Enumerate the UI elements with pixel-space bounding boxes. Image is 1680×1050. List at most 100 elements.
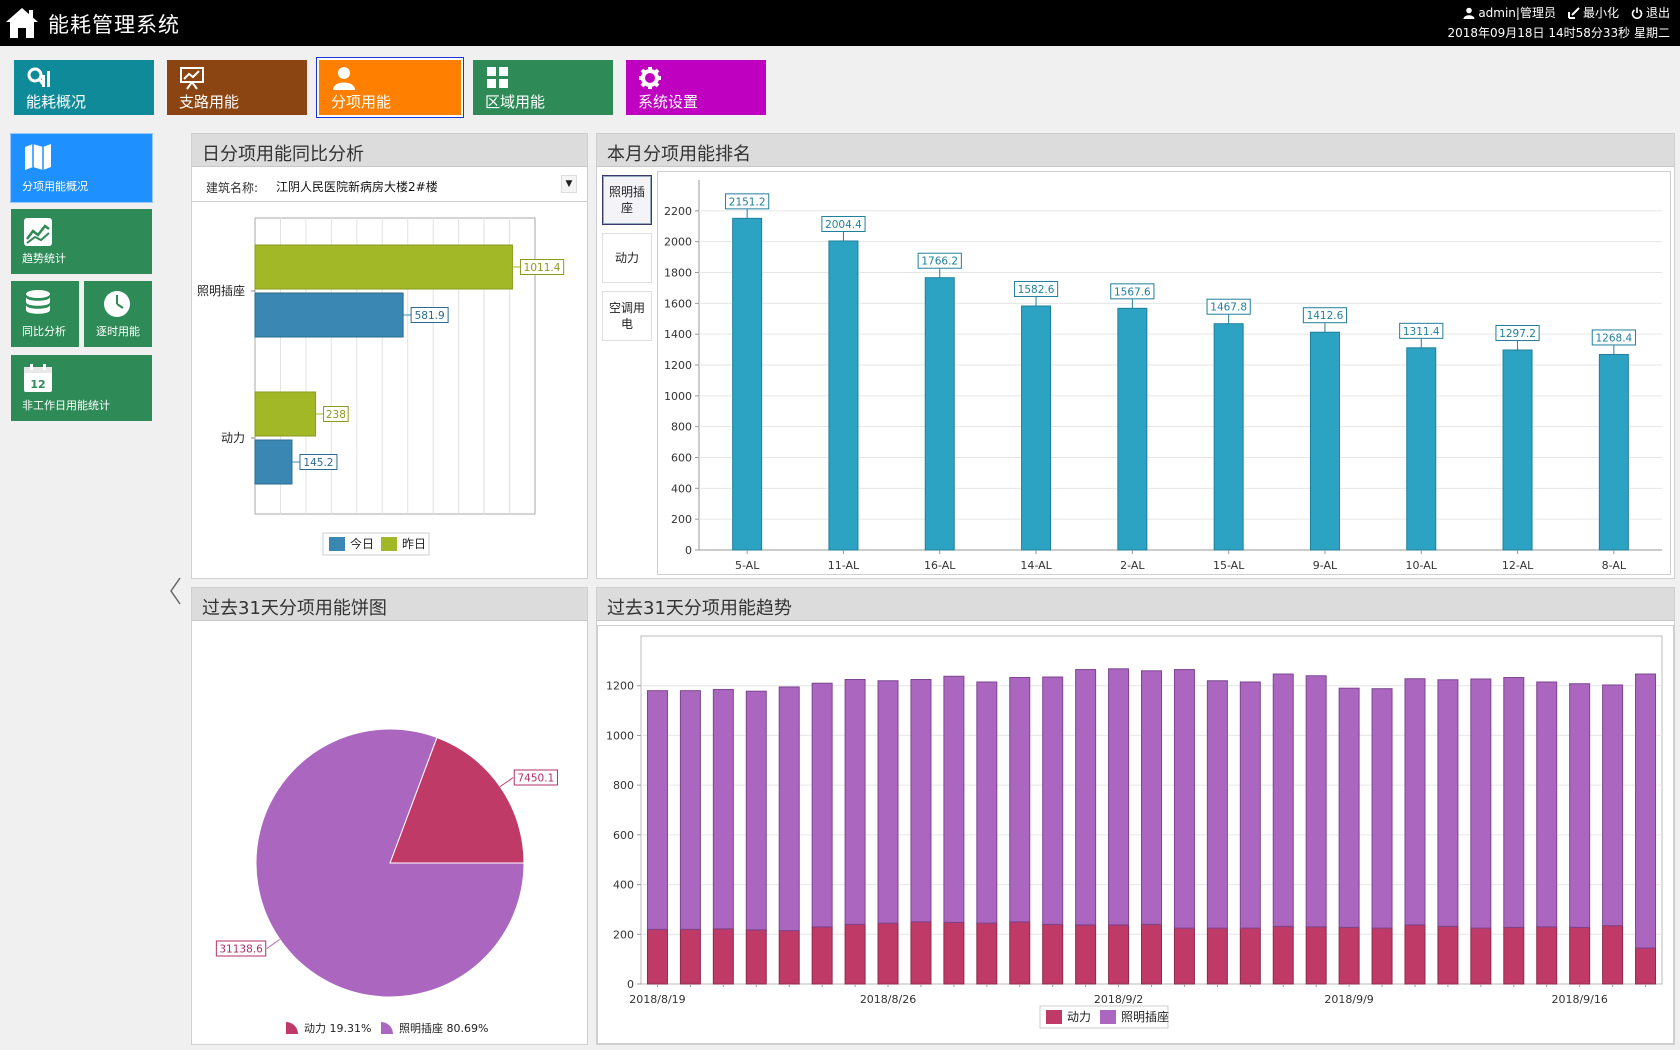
bar-yesterday: [254, 244, 513, 290]
bar-power: [1075, 924, 1097, 985]
bar-power: [1404, 924, 1426, 985]
logout-label: 退出: [1645, 6, 1670, 20]
data-label-box: [410, 307, 449, 323]
nav-trend-stats[interactable]: 趋势统计: [11, 209, 152, 274]
y-tick-label: 0: [627, 978, 634, 991]
x-tick-label: 8-AL: [1602, 559, 1627, 572]
tab-power[interactable]: 动力: [602, 233, 652, 283]
tab-hvac[interactable]: 空调用电: [602, 291, 652, 341]
bar-lighting-socket: [1470, 678, 1492, 929]
x-tick-label: 10-AL: [1406, 559, 1438, 572]
bar-lighting-socket: [1569, 683, 1591, 928]
data-label: 1297.2: [1499, 328, 1536, 340]
module-energy-overview[interactable]: 能耗概况: [14, 60, 154, 115]
legend-swatch: [1100, 1010, 1116, 1024]
user-link[interactable]: admin|管理员: [1463, 4, 1556, 21]
map-icon: [25, 144, 51, 170]
data-label-box: [1013, 281, 1059, 298]
data-label-box: [1302, 307, 1348, 324]
nav-hourly-energy[interactable]: 逐时用能: [84, 281, 152, 347]
pie-chart: 7450.1 31138.6 动力 19.31% 照明插座 80.69%: [215, 728, 558, 1035]
legend-swatch: [381, 537, 397, 551]
bar-power: [646, 928, 668, 985]
panel-title: 日分项用能同比分析: [192, 134, 587, 167]
y-tick-label: 200: [671, 513, 692, 526]
bar-power: [1470, 927, 1492, 985]
nav-nonworkday-stats[interactable]: 12 非工作日用能统计: [11, 355, 152, 421]
bar-power: [1602, 925, 1624, 985]
legend-swatch: [329, 537, 345, 551]
bar-power: [1569, 926, 1591, 985]
bar-lighting-socket: [679, 690, 701, 930]
module-system-settings[interactable]: 系统设置: [626, 60, 766, 115]
x-tick-label: 5-AL: [735, 559, 760, 572]
minimize-link[interactable]: 最小化: [1567, 4, 1619, 21]
legend-label: 照明插座 80.69%: [399, 1021, 488, 1035]
data-label: 1567.6: [1114, 286, 1151, 298]
ranking-bar: [1213, 323, 1244, 551]
module-branch-energy[interactable]: 支路用能: [167, 60, 307, 115]
data-label: 2151.2: [729, 196, 766, 208]
module-label: 系统设置: [638, 93, 699, 111]
y-tick-label: 800: [671, 421, 692, 434]
logout-link[interactable]: 退出: [1631, 4, 1670, 21]
category-label: 照明插座: [197, 283, 245, 298]
calendar-icon: 12: [24, 364, 52, 392]
bar-lighting-socket: [778, 686, 800, 932]
ranking-bar-chart: 0 200 400 600 800 1000 1200 1400 1600 1800 2000 220…: [664, 180, 1662, 572]
panel-31day-trend: 过去31天分项用能趋势 0 200 400 600 800 1000 1200 2018/8/…: [596, 587, 1675, 1045]
x-tick-label: 2018/8/26: [860, 993, 916, 1006]
data-label-box: [1206, 298, 1251, 315]
x-tick-label: 2018/9/16: [1551, 993, 1607, 1006]
data-label-box: [323, 406, 349, 422]
nav-label: 分项用能概况: [22, 180, 88, 193]
y-tick-label: 0: [685, 544, 692, 557]
chart-search-icon: [27, 67, 50, 87]
collapse-arrow-icon[interactable]: [168, 576, 184, 606]
building-select[interactable]: 江阴人民医院新病房大楼2#楼: [276, 180, 438, 194]
home-icon[interactable]: [4, 5, 40, 41]
y-tick-label: 1000: [664, 390, 692, 403]
nav-itemized-overview[interactable]: 分项用能概况: [10, 133, 153, 203]
bar-lighting-socket: [877, 680, 899, 924]
bar-yesterday: [254, 391, 317, 437]
data-label-box: [1495, 325, 1540, 342]
nav-label: 非工作日用能统计: [22, 399, 110, 412]
grid-icon: [487, 67, 508, 88]
bar-today: [254, 292, 404, 338]
x-tick-label: 2018/9/2: [1094, 993, 1143, 1006]
x-tick-label: 14-AL: [1020, 559, 1052, 572]
bar-power: [1009, 921, 1031, 985]
module-area-energy[interactable]: 区域用能: [473, 60, 613, 115]
panel-title: 过去31天分项用能饼图: [192, 588, 587, 621]
bar-power: [1338, 926, 1360, 985]
x-tick-label: 9-AL: [1313, 559, 1338, 572]
database-icon: [26, 290, 50, 314]
y-tick-label: 2200: [664, 205, 692, 218]
bar-power: [1272, 925, 1294, 985]
nav-yoy-analysis[interactable]: 同比分析: [11, 281, 79, 347]
bar-power: [1503, 926, 1525, 985]
y-tick-label: 600: [671, 452, 692, 465]
label-leader: [266, 938, 281, 949]
bar-power: [1305, 926, 1327, 985]
bar-lighting-socket: [910, 679, 932, 923]
tab-lighting-socket[interactable]: 照明插座: [602, 175, 652, 225]
ranking-bar: [1117, 307, 1148, 551]
legend-label: 动力: [1067, 1010, 1091, 1024]
module-itemized-energy[interactable]: 分项用能: [317, 58, 463, 117]
bar-lighting-socket: [844, 679, 866, 925]
minimize-icon: [1567, 6, 1580, 19]
user-name: admin|管理员: [1478, 6, 1556, 20]
x-tick-label: 2018/8/19: [629, 993, 685, 1006]
y-tick-label: 1000: [606, 729, 634, 742]
dropdown-arrow-icon[interactable]: ▼: [561, 175, 577, 193]
data-label: 145.2: [303, 457, 333, 469]
legend-swatch: [381, 1022, 393, 1034]
presentation-icon: [180, 67, 204, 90]
y-tick-label: 400: [613, 879, 634, 892]
data-label: 1467.8: [1210, 302, 1247, 314]
data-label: 7450.1: [517, 772, 554, 784]
svg-text:12: 12: [30, 378, 45, 391]
data-label-box: [1110, 283, 1155, 300]
